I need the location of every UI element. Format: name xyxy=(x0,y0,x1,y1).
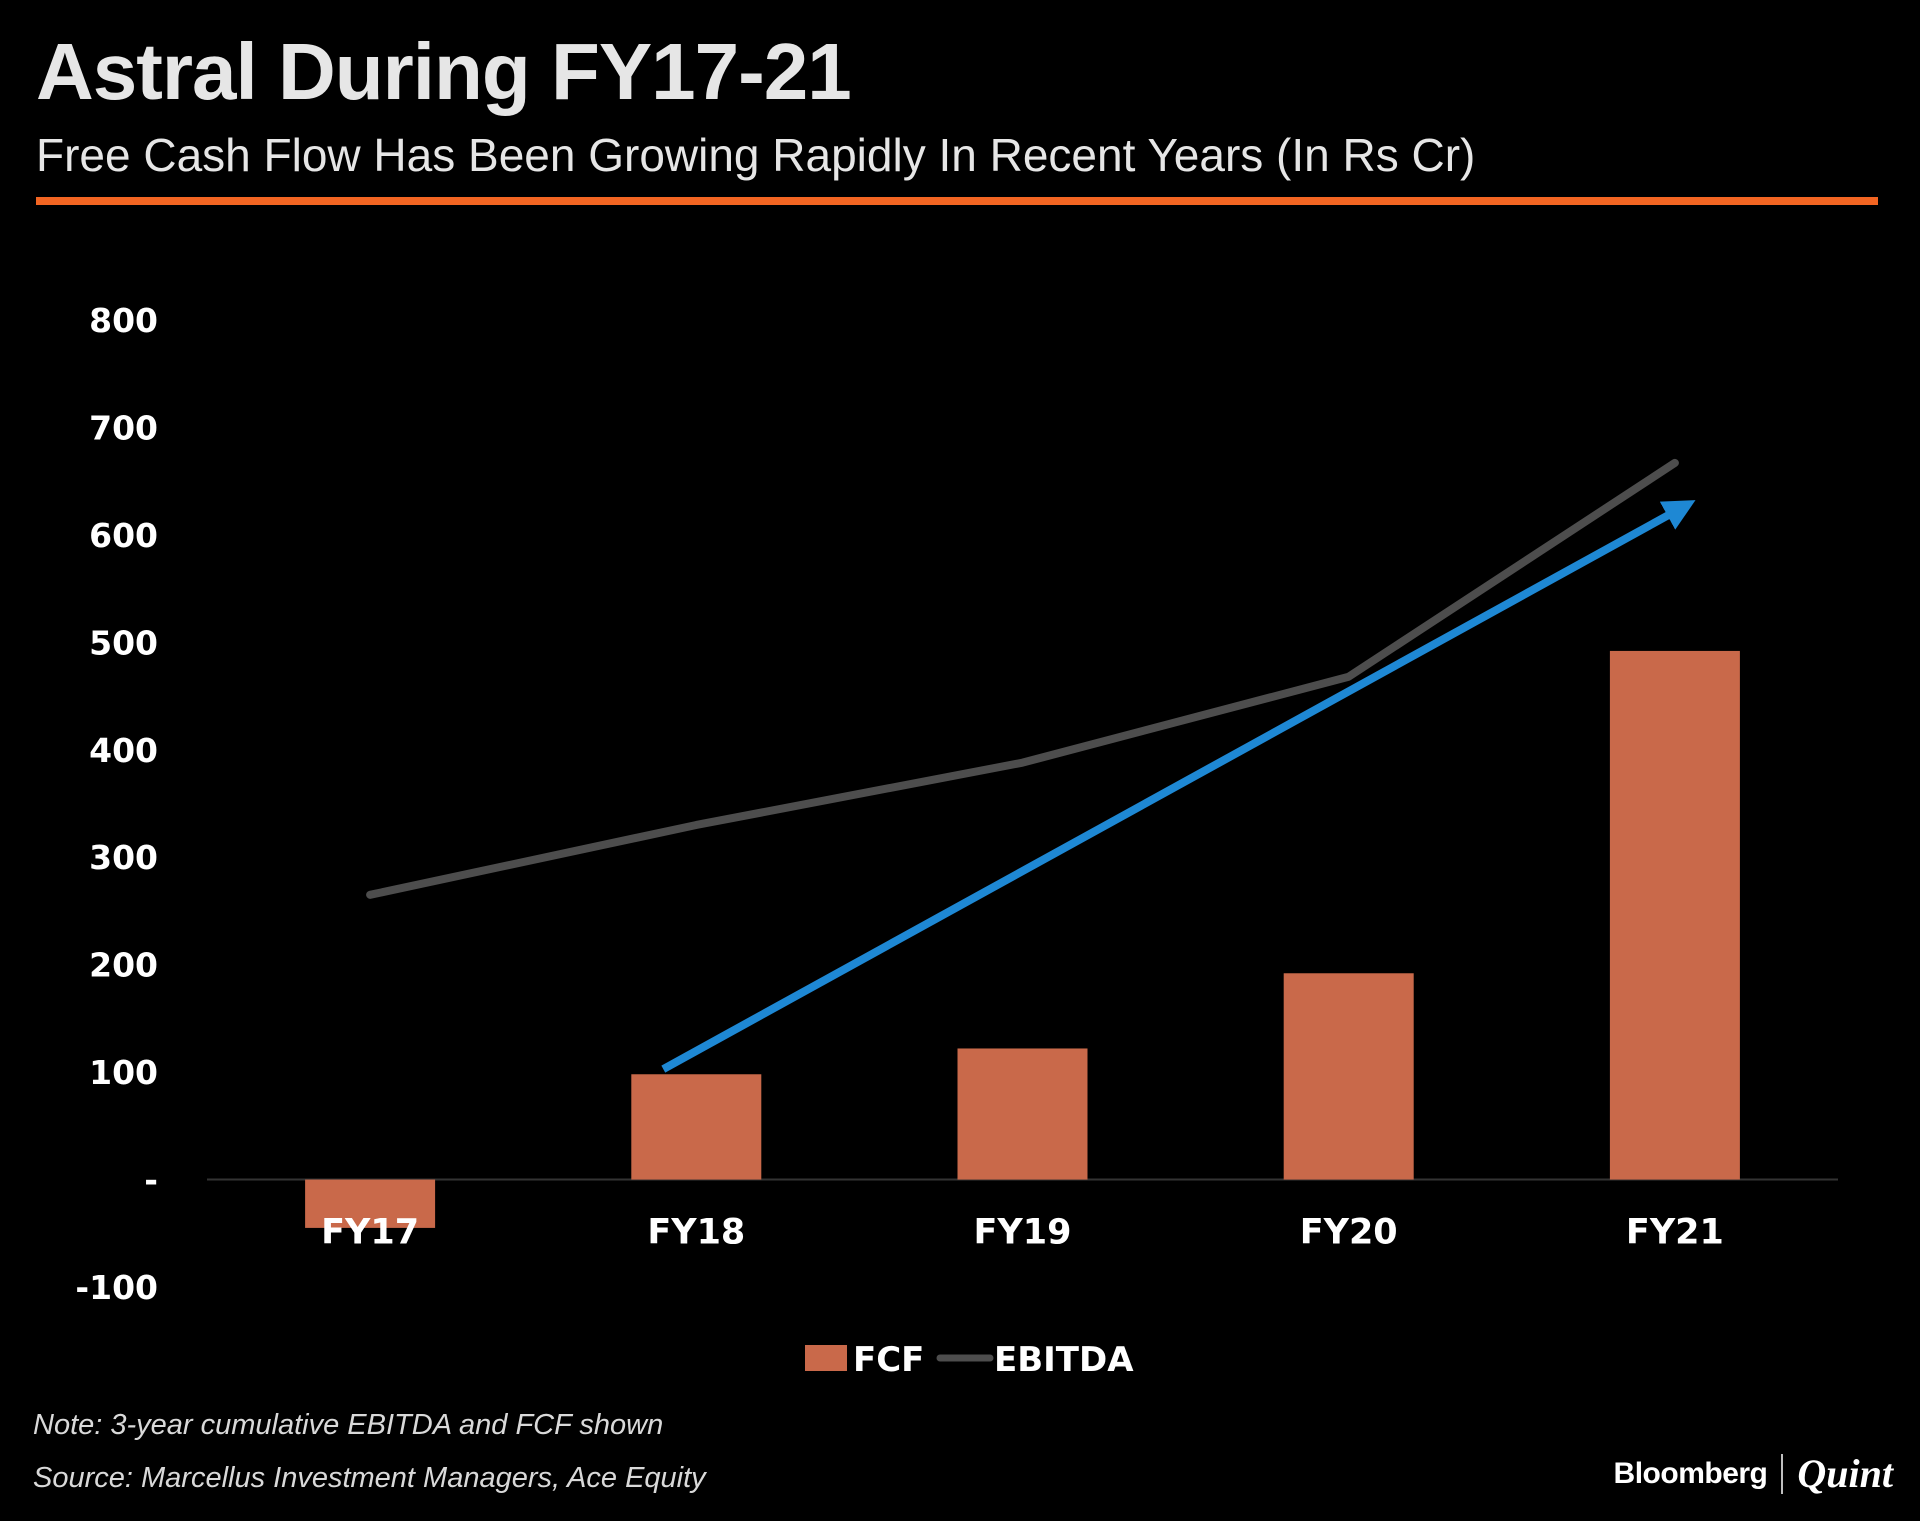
y-tick-label: 500 xyxy=(89,623,158,662)
source-note: Source: Marcellus Investment Managers, A… xyxy=(33,1462,706,1494)
x-axis-labels: FY17 FY18 FY19 FY20 FY21 xyxy=(321,1213,1724,1253)
legend-fcf-label: FCF xyxy=(853,1340,924,1380)
x-tick-label: FY18 xyxy=(647,1213,745,1253)
fcf-bar-fy17 xyxy=(305,1179,436,1228)
ebitda-series-line xyxy=(366,458,1679,899)
brand-logo: Bloomberg Quint xyxy=(1614,1450,1893,1497)
accent-rule xyxy=(36,197,1878,205)
chart-title: Astral During FY17-21 xyxy=(36,27,852,116)
fcf-bar-fy21 xyxy=(1609,650,1740,1180)
trend-arrow xyxy=(661,500,1696,1073)
fcf-bar-fy19 xyxy=(957,1048,1088,1180)
y-tick-label: 800 xyxy=(89,301,158,340)
legend: FCF EBITDA xyxy=(805,1340,1134,1380)
y-tick-label: 200 xyxy=(89,946,158,985)
legend-fcf-swatch xyxy=(805,1345,847,1371)
fcf-series xyxy=(305,650,1740,1228)
y-tick-label: - xyxy=(144,1161,158,1200)
footnote: Note: 3-year cumulative EBITDA and FCF s… xyxy=(33,1409,664,1441)
legend-ebitda-label: EBITDA xyxy=(994,1340,1134,1380)
y-tick-label: 400 xyxy=(89,731,158,770)
x-tick-label: FY17 xyxy=(321,1213,419,1253)
y-tick-label: 300 xyxy=(89,838,158,877)
y-tick-label: 700 xyxy=(89,408,158,447)
x-tick-label: FY20 xyxy=(1300,1213,1398,1253)
logo-quint-text: Quint xyxy=(1797,1451,1893,1496)
chart-subtitle: Free Cash Flow Has Been Growing Rapidly … xyxy=(36,129,1476,181)
logo-divider xyxy=(1781,1453,1784,1494)
x-tick-label: FY19 xyxy=(974,1213,1072,1253)
y-tick-label: 600 xyxy=(89,516,158,555)
logo-bloomberg-text: Bloomberg xyxy=(1613,1456,1768,1490)
fcf-bar-fy20 xyxy=(1283,973,1414,1180)
x-tick-label: FY21 xyxy=(1626,1213,1724,1253)
y-tick-label: -100 xyxy=(75,1268,158,1307)
fcf-bar-fy18 xyxy=(631,1074,762,1180)
y-tick-label: 100 xyxy=(89,1053,158,1092)
